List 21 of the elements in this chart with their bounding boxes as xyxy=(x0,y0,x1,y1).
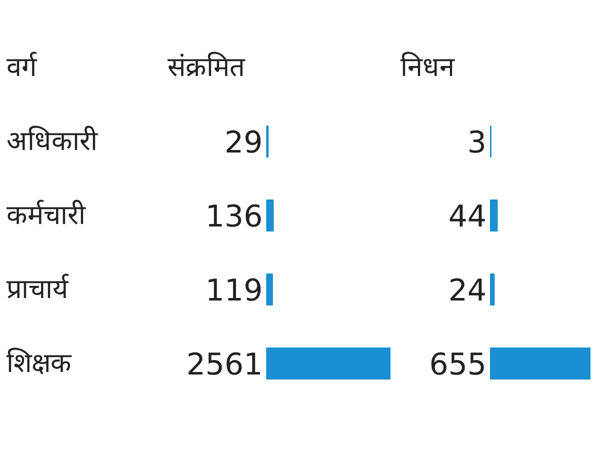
y-tick-label: प्राचार्य xyxy=(6,273,70,305)
data-label: 655 xyxy=(429,348,487,382)
bar xyxy=(266,199,274,232)
y-tick-label: अधिकारी xyxy=(6,125,98,157)
data-label: 3 xyxy=(467,126,487,160)
data-label: 24 xyxy=(448,274,487,308)
data-label: 29 xyxy=(224,126,263,160)
bar xyxy=(490,199,498,232)
data-label: 2561 xyxy=(186,348,263,382)
y-tick-label: शिक्षक xyxy=(6,347,72,379)
bar xyxy=(266,273,273,306)
chart-title: निधन xyxy=(400,51,456,83)
y-axis-title: वर्ग xyxy=(6,51,38,83)
data-label: 119 xyxy=(205,274,263,308)
data-label: 136 xyxy=(205,200,263,234)
y-tick-label: कर्मचारी xyxy=(6,199,86,231)
bar xyxy=(266,347,390,380)
bar xyxy=(490,273,495,306)
data-label: 44 xyxy=(448,200,487,234)
bar xyxy=(490,347,590,380)
chart-title: संक्रमित xyxy=(168,51,246,83)
